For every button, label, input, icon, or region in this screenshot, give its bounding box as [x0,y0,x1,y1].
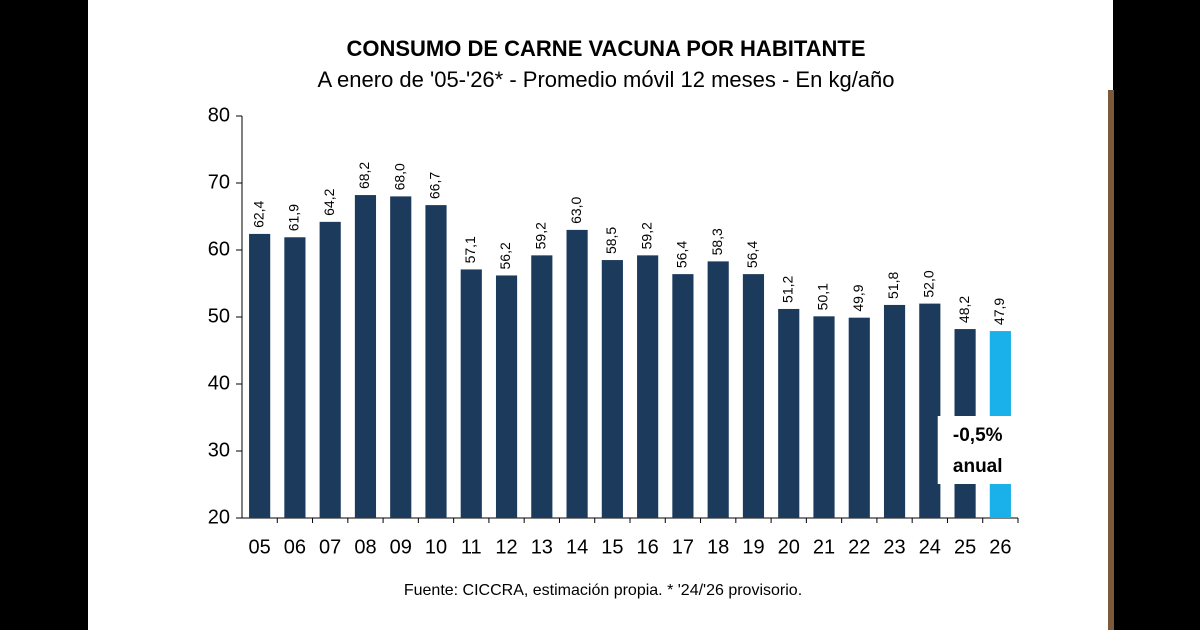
bar [495,275,518,518]
value-label: 59,2 [533,222,549,249]
y-tick-label: 40 [208,372,230,394]
bar [531,255,553,519]
value-label: 52,0 [921,270,937,297]
value-label: 68,2 [356,162,372,189]
source: Fuente: CICCRA, estimación propia. * '24… [404,582,802,599]
x-tick-label: 06 [284,536,306,558]
bar [813,316,835,518]
x-tick-label: 18 [707,536,729,558]
bar [707,261,729,518]
x-tick-label: 23 [883,536,905,558]
y-tick-label: 50 [208,305,230,327]
bar [425,205,447,519]
x-tick-label: 07 [319,536,341,558]
value-label: 47,9 [991,298,1007,325]
chart-title: CONSUMO DE CARNE VACUNA POR HABITANTE [346,36,865,61]
bar [778,308,800,518]
y-tick-label: 20 [208,506,230,528]
y-tick-label: 80 [208,104,230,126]
chart-subtitle: A enero de '05-'26* - Promedio móvil 12 … [317,67,894,92]
y-tick-label: 70 [208,171,230,193]
value-label: 50,1 [815,283,831,310]
bar [284,237,306,518]
annotation-box [937,416,1018,484]
x-tick-label: 13 [531,536,553,558]
x-tick-label: 24 [919,536,941,558]
bar [883,304,906,518]
value-label: 59,2 [638,222,654,249]
value-label: 62,4 [250,200,266,227]
value-label: 51,8 [885,271,901,298]
x-tick-label: 20 [778,536,800,558]
bar [390,196,412,518]
bar [249,233,271,519]
value-label: 56,4 [744,241,760,268]
value-label: 64,2 [321,188,337,215]
value-label: 58,3 [709,228,725,255]
value-label: 56,4 [674,241,690,268]
x-tick-label: 11 [461,536,482,558]
x-tick-label: 10 [425,536,447,558]
bar [354,195,377,518]
x-tick-label: 22 [848,536,870,558]
bar [848,317,870,518]
bar [637,255,659,519]
x-tick-label: 14 [566,536,588,558]
x-tick-label: 12 [495,536,517,558]
y-tick-label: 30 [208,439,230,461]
value-label: 58,5 [603,227,619,254]
value-label: 57,1 [462,236,478,263]
edge-strip [1108,90,1114,630]
x-tick-label: 21 [813,536,835,558]
bar [460,269,482,518]
value-label: 61,9 [286,204,302,231]
bar [566,229,588,518]
bar [742,274,765,518]
x-tick-label: 25 [954,536,976,558]
x-tick-label: 05 [249,536,271,558]
value-label: 56,2 [497,242,513,269]
bar [319,221,341,519]
value-label: 51,2 [779,275,795,302]
value-label: 66,7 [427,172,443,199]
bar [672,274,694,518]
x-tick-label: 26 [989,536,1011,558]
x-tick-label: 09 [390,536,412,558]
y-tick-label: 60 [208,238,230,260]
x-tick-label: 08 [354,536,376,558]
x-tick-label: 15 [601,536,623,558]
value-label: 48,2 [956,296,972,323]
value-label: 63,0 [568,196,584,223]
bar [601,260,623,518]
annotation: anual [953,456,1003,477]
annotation: -0,5% [953,425,1003,446]
bar [919,303,941,518]
x-tick-label: 17 [672,536,694,558]
x-tick-label: 16 [637,536,659,558]
x-tick-label: 19 [742,536,764,558]
value-label: 68,0 [391,163,407,190]
value-label: 49,9 [850,284,866,311]
